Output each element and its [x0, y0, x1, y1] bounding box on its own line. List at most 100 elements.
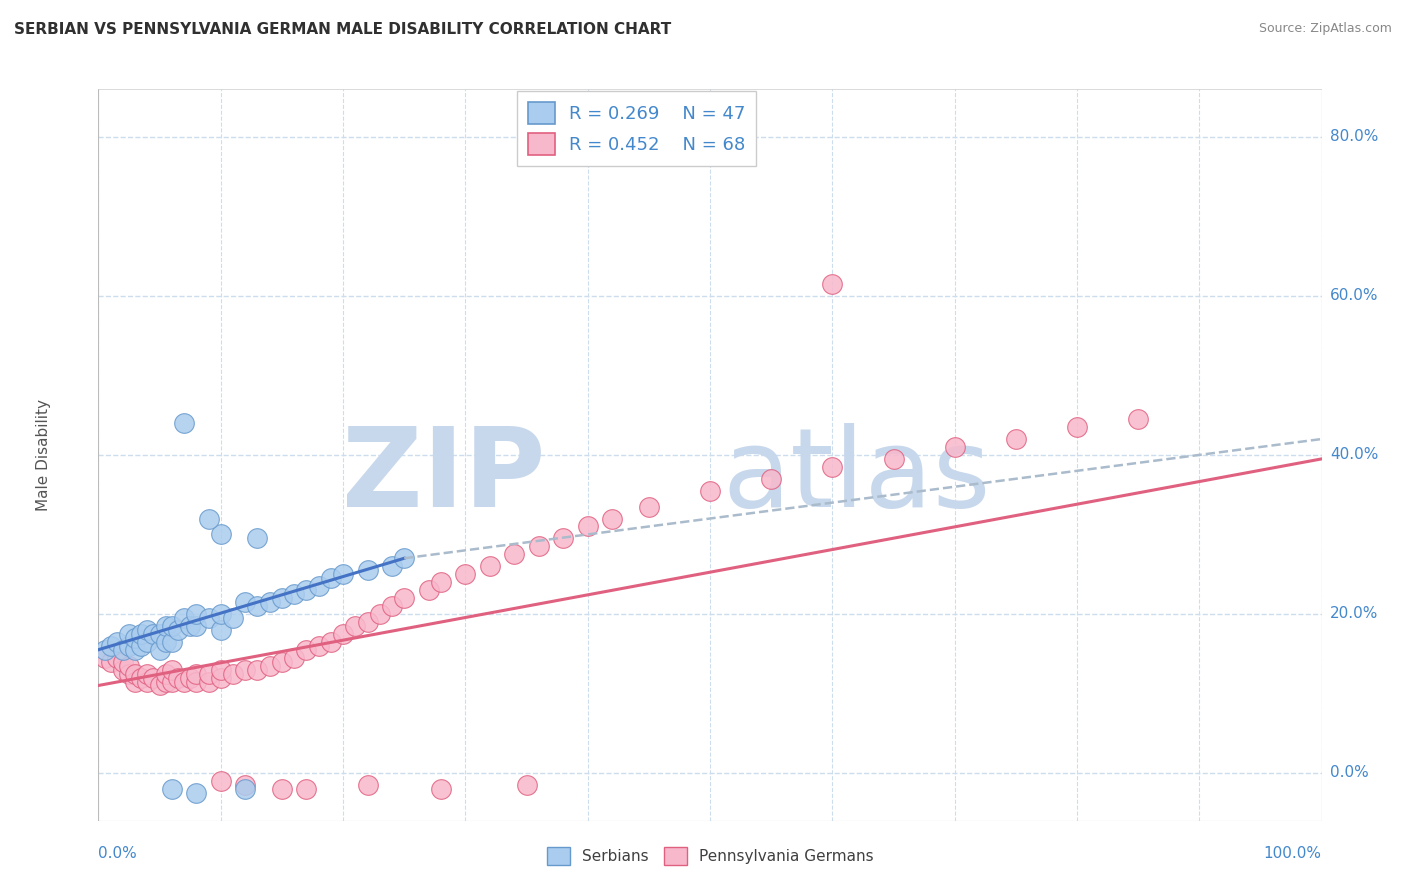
- Point: [553, 532, 575, 546]
- Point: [179, 619, 201, 633]
- Legend: Serbians, Pennsylvania Germans: Serbians, Pennsylvania Germans: [540, 840, 880, 871]
- Point: [209, 663, 232, 677]
- Point: [155, 674, 177, 689]
- Point: [118, 666, 141, 681]
- Text: 80.0%: 80.0%: [1330, 129, 1378, 145]
- Point: [503, 547, 526, 561]
- Point: [160, 781, 183, 796]
- Point: [283, 650, 305, 665]
- Point: [344, 619, 367, 633]
- Point: [124, 666, 146, 681]
- Point: [454, 567, 477, 582]
- Point: [600, 511, 623, 525]
- Point: [478, 559, 501, 574]
- Text: 0.0%: 0.0%: [1330, 765, 1368, 780]
- Point: [136, 634, 159, 648]
- Text: atlas: atlas: [723, 424, 991, 531]
- Point: [136, 666, 159, 681]
- Point: [270, 591, 294, 605]
- Point: [93, 650, 115, 665]
- Point: [209, 623, 232, 637]
- Point: [381, 559, 404, 574]
- Text: Male Disability: Male Disability: [37, 399, 51, 511]
- Point: [283, 587, 305, 601]
- Point: [136, 674, 159, 689]
- Point: [186, 619, 208, 633]
- Point: [246, 599, 269, 613]
- Text: 100.0%: 100.0%: [1264, 846, 1322, 861]
- Point: [295, 583, 318, 598]
- Point: [155, 666, 177, 681]
- Point: [209, 607, 232, 621]
- Point: [155, 634, 177, 648]
- Point: [356, 615, 378, 629]
- Point: [100, 639, 122, 653]
- Point: [160, 634, 183, 648]
- Point: [209, 773, 232, 788]
- Point: [381, 599, 404, 613]
- Point: [222, 666, 245, 681]
- Point: [209, 527, 232, 541]
- Point: [308, 579, 330, 593]
- Point: [259, 595, 281, 609]
- Point: [356, 778, 378, 792]
- Point: [1004, 432, 1026, 446]
- Point: [149, 627, 172, 641]
- Point: [430, 781, 453, 796]
- Point: [637, 500, 661, 514]
- Point: [197, 666, 219, 681]
- Point: [233, 663, 256, 677]
- Point: [186, 607, 208, 621]
- Point: [233, 595, 256, 609]
- Point: [883, 451, 905, 466]
- Point: [93, 642, 115, 657]
- Point: [319, 571, 342, 585]
- Point: [222, 611, 245, 625]
- Text: 20.0%: 20.0%: [1330, 607, 1378, 622]
- Point: [392, 591, 416, 605]
- Point: [111, 642, 134, 657]
- Text: Source: ZipAtlas.com: Source: ZipAtlas.com: [1258, 22, 1392, 36]
- Point: [160, 663, 183, 677]
- Point: [129, 627, 152, 641]
- Point: [100, 655, 122, 669]
- Text: 60.0%: 60.0%: [1330, 288, 1378, 303]
- Point: [186, 674, 208, 689]
- Point: [368, 607, 391, 621]
- Point: [430, 575, 453, 590]
- Point: [197, 674, 219, 689]
- Point: [111, 655, 134, 669]
- Point: [149, 678, 172, 692]
- Point: [259, 658, 281, 673]
- Point: [111, 663, 134, 677]
- Point: [124, 674, 146, 689]
- Point: [142, 671, 165, 685]
- Point: [246, 663, 269, 677]
- Point: [821, 459, 844, 474]
- Point: [1128, 412, 1150, 426]
- Point: [392, 551, 416, 566]
- Point: [160, 674, 183, 689]
- Point: [124, 631, 146, 645]
- Point: [118, 639, 141, 653]
- Point: [186, 666, 208, 681]
- Point: [186, 786, 208, 800]
- Point: [173, 416, 195, 430]
- Point: [308, 639, 330, 653]
- Point: [233, 778, 256, 792]
- Text: ZIP: ZIP: [342, 424, 546, 531]
- Point: [167, 671, 190, 685]
- Point: [149, 642, 172, 657]
- Point: [173, 611, 195, 625]
- Point: [319, 634, 342, 648]
- Point: [136, 623, 159, 637]
- Point: [295, 642, 318, 657]
- Point: [105, 650, 128, 665]
- Point: [233, 781, 256, 796]
- Point: [197, 611, 219, 625]
- Point: [332, 567, 354, 582]
- Point: [155, 619, 177, 633]
- Point: [129, 639, 152, 653]
- Point: [197, 511, 219, 525]
- Point: [179, 671, 201, 685]
